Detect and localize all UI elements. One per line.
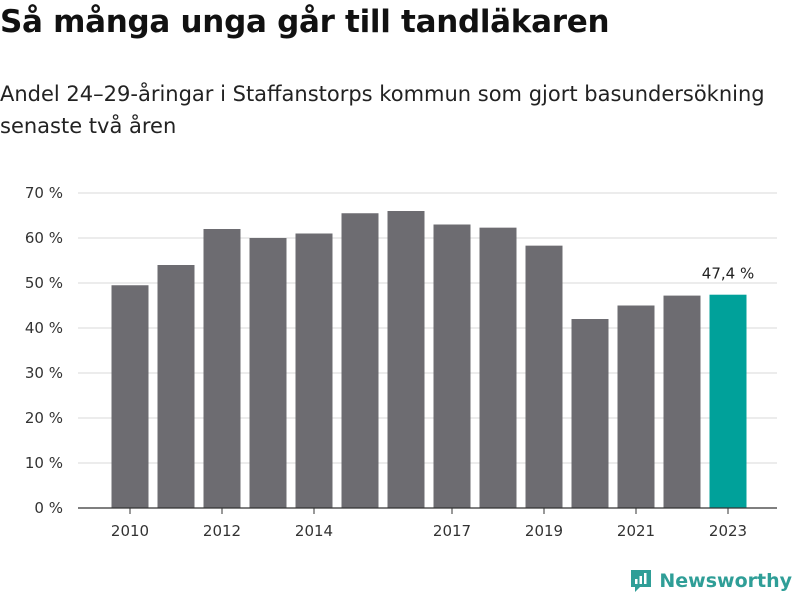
newsworthy-logo: Newsworthy xyxy=(629,568,792,594)
bar-2011 xyxy=(157,265,195,508)
bar-2015 xyxy=(341,213,379,508)
bar-2023 xyxy=(709,294,747,508)
y-tick-label: 40 % xyxy=(25,319,63,337)
y-tick-label: 50 % xyxy=(25,274,63,292)
x-tick-label: 2019 xyxy=(525,522,563,540)
chart-subtitle: Andel 24–29-åringar i Staffanstorps komm… xyxy=(0,82,765,138)
y-tick-label: 10 % xyxy=(25,454,63,472)
x-tick-label: 2017 xyxy=(433,522,471,540)
bar-2013 xyxy=(249,238,287,508)
bar-2022 xyxy=(663,295,701,508)
bar-2017 xyxy=(433,224,471,508)
bar-2014 xyxy=(295,233,333,508)
bar-2012 xyxy=(203,229,241,508)
newsworthy-icon xyxy=(631,570,652,592)
bars xyxy=(111,211,747,508)
y-tick-label: 0 % xyxy=(34,499,63,517)
y-tick-label: 20 % xyxy=(25,409,63,427)
chart-title: Så många unga går till tandläkaren xyxy=(0,4,610,40)
y-axis-tick-labels: 0 % 10 % 20 % 30 % 40 % 50 % 60 % 70 % xyxy=(25,184,63,517)
bar-2020 xyxy=(571,319,609,508)
y-tick-label: 70 % xyxy=(25,184,63,202)
bar-2016 xyxy=(387,211,425,508)
x-tick-label: 2010 xyxy=(111,522,149,540)
bar-2018 xyxy=(479,227,517,508)
x-tick-label: 2014 xyxy=(295,522,333,540)
x-tick-label: 2023 xyxy=(709,522,747,540)
bar-2021 xyxy=(617,305,655,508)
x-tick-label: 2021 xyxy=(617,522,655,540)
brand-name: Newsworthy xyxy=(659,570,792,592)
bar-2019 xyxy=(525,245,563,508)
x-tick-label: 2012 xyxy=(203,522,241,540)
x-axis-tick-labels: 2010 2012 2014 2017 2019 2021 2023 xyxy=(111,522,747,540)
data-labels: 47,4 % xyxy=(702,265,754,283)
bar-chart: 0 % 10 % 20 % 30 % 40 % 50 % 60 % 70 % 47,4 % 2… xyxy=(25,184,777,540)
data-label-2023: 47,4 % xyxy=(702,265,754,283)
x-axis xyxy=(78,507,777,514)
bar-2010 xyxy=(111,285,149,508)
y-tick-label: 30 % xyxy=(25,364,63,382)
y-tick-label: 60 % xyxy=(25,229,63,247)
